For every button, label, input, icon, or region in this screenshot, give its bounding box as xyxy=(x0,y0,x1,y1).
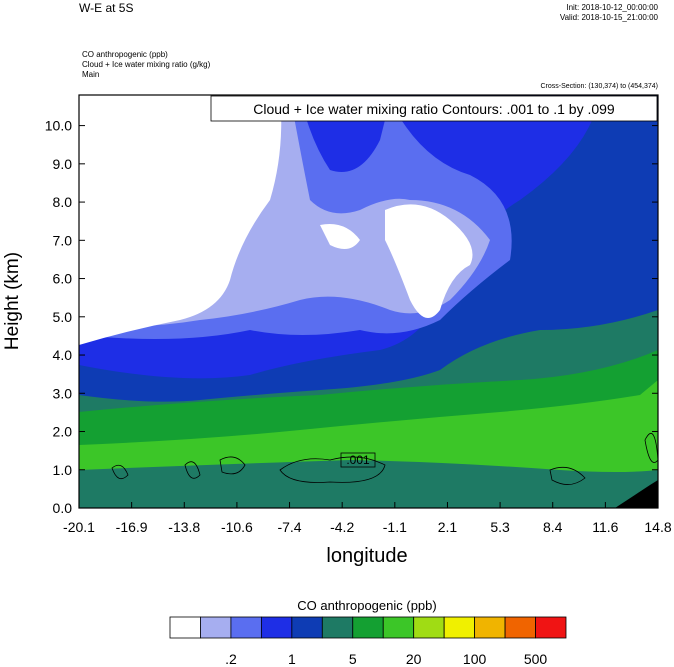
colorbar-label: .2 xyxy=(225,651,237,667)
y-axis-label: Height (km) xyxy=(2,252,23,350)
colorbar-title: CO anthropogenic (ppb) xyxy=(297,598,436,613)
x-tick-label: -13.8 xyxy=(168,519,200,535)
cloud-contours xyxy=(111,433,659,485)
y-tick-label: 3.0 xyxy=(53,385,73,401)
colorbar-swatch xyxy=(535,616,567,639)
x-tick-label: 8.4 xyxy=(543,519,563,535)
contour-line xyxy=(111,464,129,480)
x-tick-label: -7.4 xyxy=(277,519,301,535)
colorbar xyxy=(169,616,567,639)
y-tick-label: 1.0 xyxy=(53,462,73,478)
x-tick-label: -4.2 xyxy=(330,519,354,535)
init-time: Init: 2018-10-12_00:00:00 xyxy=(566,3,658,12)
x-axis: -20.1 -16.9 -13.8 -10.6 -7.4 -4.2 -1.1 2.1 5.3 8.… xyxy=(63,502,672,535)
x-tick-label: -20.1 xyxy=(63,519,95,535)
cross-section-label: Cross-Section: (130,374) to (454,374) xyxy=(540,83,658,90)
contour-info-box xyxy=(210,95,658,122)
contour-line xyxy=(549,466,586,485)
colorbar-swatch xyxy=(413,616,445,639)
colorbar-swatch xyxy=(169,616,201,639)
contour-label-box xyxy=(340,452,376,468)
domain-name: Main xyxy=(82,70,100,79)
colorbar-swatch xyxy=(474,616,506,639)
x-tick-label: -16.9 xyxy=(116,519,148,535)
colorbar-swatch xyxy=(443,616,476,639)
y-tick-label: 5.0 xyxy=(53,309,73,325)
colorbar-swatch xyxy=(321,616,354,639)
y-tick-label: 10.0 xyxy=(45,118,72,134)
plot-frame xyxy=(78,94,659,509)
colorbar-label: 1 xyxy=(288,651,296,667)
colorbar-swatch xyxy=(200,616,232,639)
y-tick-label: 8.0 xyxy=(53,194,73,210)
field-band-white-right xyxy=(385,204,473,318)
x-tick-label: -1.1 xyxy=(383,519,407,535)
y-axis: 0.0 1.0 2.0 3.0 4.0 5.0 6.0 7.0 8.0 9.0 10.0 xyxy=(45,118,658,516)
colorbar-swatch xyxy=(382,616,415,639)
y-tick-label: 0.0 xyxy=(53,500,73,516)
contour-line xyxy=(279,456,386,483)
y-tick-label: 4.0 xyxy=(53,347,73,363)
valid-time: Valid: 2018-10-15_21:00:00 xyxy=(559,13,658,22)
x-tick-label: 5.3 xyxy=(490,519,510,535)
y-tick-label: 9.0 xyxy=(53,156,73,172)
field-band-white-mid xyxy=(320,224,360,249)
x-tick-label: -10.6 xyxy=(221,519,253,535)
colorbar-swatch xyxy=(291,616,323,639)
time-info: Init: 2018-10-12_00:00:00 Valid: 2018-10… xyxy=(560,3,658,23)
plot-area xyxy=(79,95,658,508)
field-band-white-left xyxy=(79,95,282,345)
x-tick-label: 11.6 xyxy=(592,519,618,535)
field-info: CO anthropogenic (ppb) Cloud + Ice water… xyxy=(82,50,210,80)
field-band-black xyxy=(615,480,658,508)
x-tick-label: 14.8 xyxy=(644,519,671,535)
contour-info-label: Cloud + Ice water mixing ratio Contours:… xyxy=(253,101,615,117)
colorbar-label: 500 xyxy=(524,651,548,667)
colorbar-label: 20 xyxy=(406,651,422,667)
colorbar-swatch xyxy=(260,616,293,639)
y-tick-label: 7.0 xyxy=(53,232,73,248)
field-band-surface xyxy=(79,460,658,508)
colorbar-label: 100 xyxy=(463,651,487,667)
colorbar-swatch xyxy=(504,616,536,639)
y-tick-label: 2.0 xyxy=(53,424,73,440)
contour-line xyxy=(219,456,246,475)
colorbar-labels: .2 1 5 20 100 500 xyxy=(225,651,547,667)
contour-line xyxy=(184,461,201,479)
colorbar-swatch xyxy=(352,616,384,639)
field-name-cloud: Cloud + Ice water mixing ratio (g/kg) xyxy=(82,60,211,69)
x-tick-label: 2.1 xyxy=(438,519,458,535)
colorbar-label: 5 xyxy=(349,651,357,667)
field-name-co: CO anthropogenic (ppb) xyxy=(82,50,168,59)
contour-value-label: .001 xyxy=(346,453,370,467)
y-tick-label: 6.0 xyxy=(53,271,73,287)
x-axis-label: longitude xyxy=(326,545,407,567)
colorbar-swatch xyxy=(230,616,262,639)
chart-title: W-E at 5S xyxy=(79,1,134,15)
